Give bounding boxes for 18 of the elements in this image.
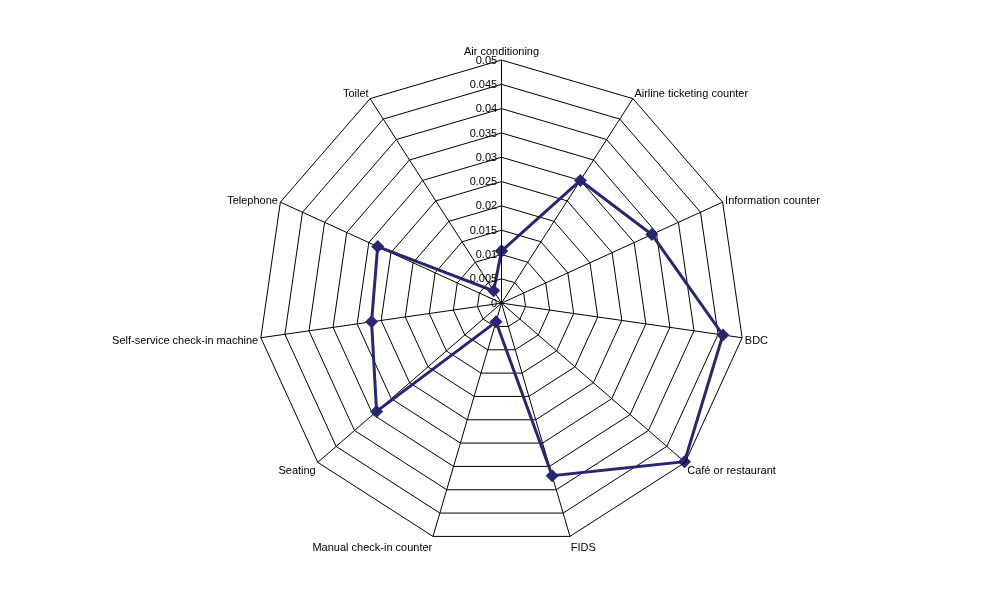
spoke-label: Airline ticketing counter [634, 86, 749, 99]
spoke-label: Telephone [227, 193, 278, 206]
y-tick-label: 0.03 [475, 150, 498, 163]
spoke-label: Self-service check-in machine [112, 333, 259, 346]
spoke-label: Café or restaurant [687, 464, 776, 477]
y-tick-label: 0.02 [475, 199, 498, 212]
spoke-label: FIDS [570, 540, 596, 553]
y-tick-label: 0.035 [469, 126, 498, 139]
y-tick-label: 0.015 [469, 223, 498, 236]
spoke-label: Manual check-in counter [312, 540, 433, 553]
spoke-label: Toilet [342, 86, 369, 99]
y-tick-label: 0.04 [475, 102, 498, 115]
spoke-label: Seating [278, 464, 316, 477]
y-tick-label: 0.025 [469, 175, 498, 188]
spoke-label: BDC [744, 333, 769, 346]
spoke-label: Information counter [725, 193, 821, 206]
y-tick-label: 0.045 [469, 77, 498, 90]
y-tick-label: 0.01 [475, 248, 498, 261]
